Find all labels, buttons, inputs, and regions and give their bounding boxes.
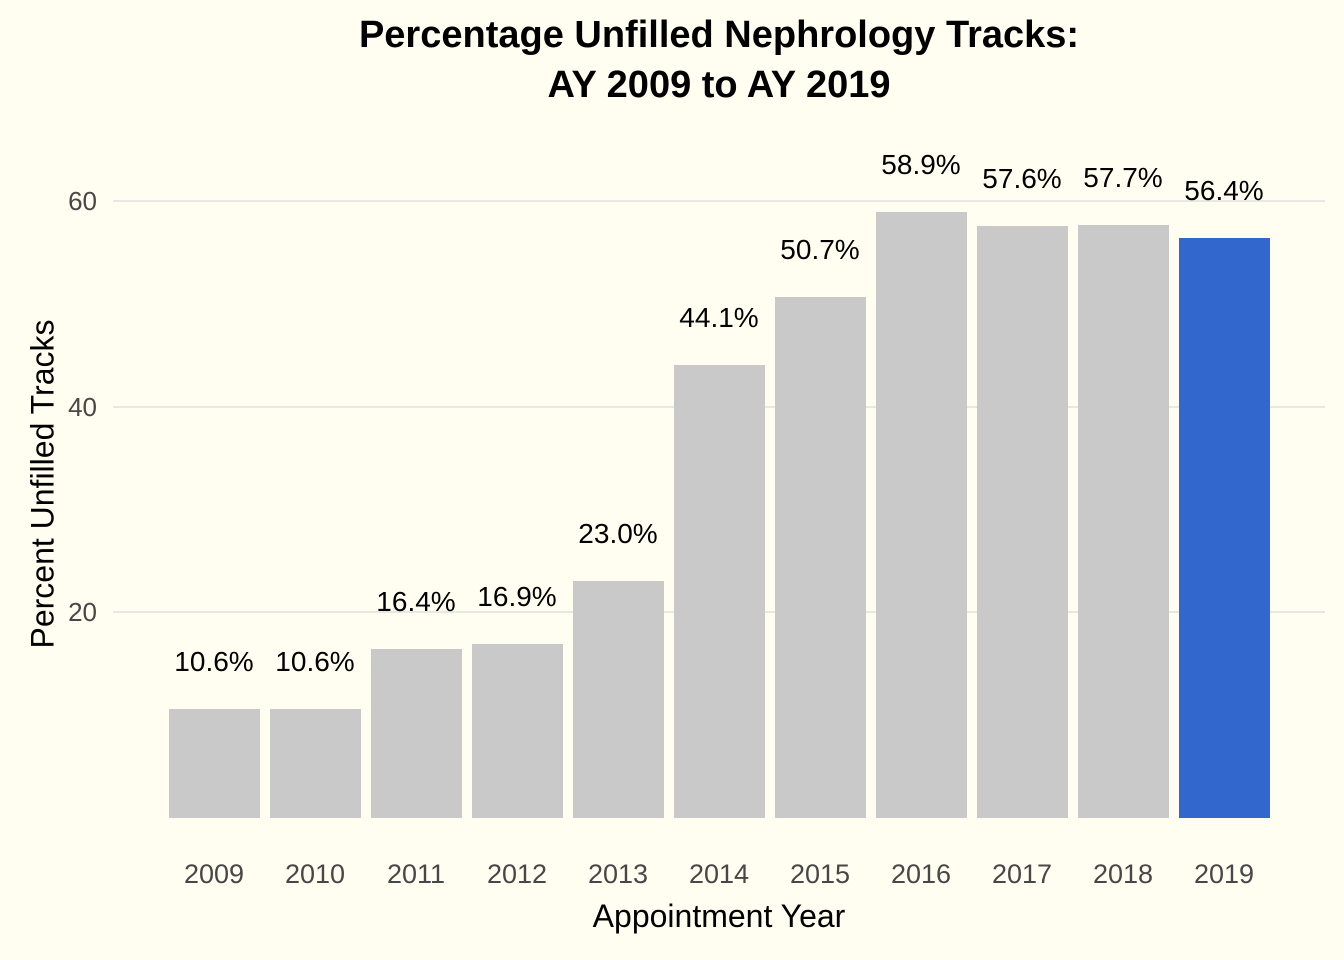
x-axis-title: Appointment Year [592,898,846,934]
bar-value-label-2009: 10.6% [174,646,254,677]
x-tick-label-2010: 2010 [284,859,346,889]
x-tick-label-2015: 2015 [789,859,851,889]
bar-value-label-2016: 58.9% [881,149,961,181]
gridline-y-60 [113,200,1325,202]
bar-2015 [774,296,866,818]
chart-title: Percentage Unfilled Nephrology Tracks: A… [113,10,1325,110]
bar-value-label-2017: 57.6% [982,162,1062,194]
x-tick-label-2013: 2013 [587,859,649,889]
bar-2019 [1178,238,1270,818]
bar-value-label-2011: 16.4% [376,586,456,618]
x-tick-label-2018: 2018 [1092,859,1154,889]
y-tick-label-40: 40 [68,391,97,422]
bar-2011 [370,649,462,818]
bar-value-label-2012: 16.9% [477,581,557,613]
y-tick-label-60: 60 [68,186,97,216]
x-tick-label-2016: 2016 [890,859,952,889]
bar-2014 [673,364,765,818]
bar-2018 [1077,224,1169,818]
x-tick-label-2014: 2014 [688,859,750,889]
bar-value-label-2014: 44.1% [679,301,759,333]
x-tick-label-2011: 2011 [386,859,446,889]
bar-2016 [875,212,967,818]
y-tick-label-20: 20 [68,597,97,628]
x-tick-label-2009: 2009 [183,859,245,889]
bar-2009 [168,709,260,818]
x-tick-label-2019: 2019 [1193,859,1255,889]
x-tick-label-2017: 2017 [991,859,1053,889]
plot-panel: 10.6% 10.6% 16.4% 16.9% 23.0% 44.1% 50.7% 58.9%… [113,149,1325,818]
bar-2013 [572,581,664,818]
bar-value-label-2018: 57.7% [1083,161,1163,193]
bar-2017 [976,225,1068,818]
x-tick-label-2012: 2012 [486,859,548,889]
bar-value-label-2010: 10.6% [275,646,355,677]
chart-title-line-2: AY 2009 to AY 2019 [547,64,891,106]
bar-value-label-2019: 56.4% [1184,175,1264,207]
bar-2012 [471,644,563,818]
bar-2010 [269,709,361,818]
bar-value-label-2015: 50.7% [780,233,860,265]
y-axis-title: Percent Unfilled Tracks [24,319,61,649]
chart-title-line-1: Percentage Unfilled Nephrology Tracks: [358,14,1080,56]
bar-value-label-2013: 23.0% [578,518,658,550]
